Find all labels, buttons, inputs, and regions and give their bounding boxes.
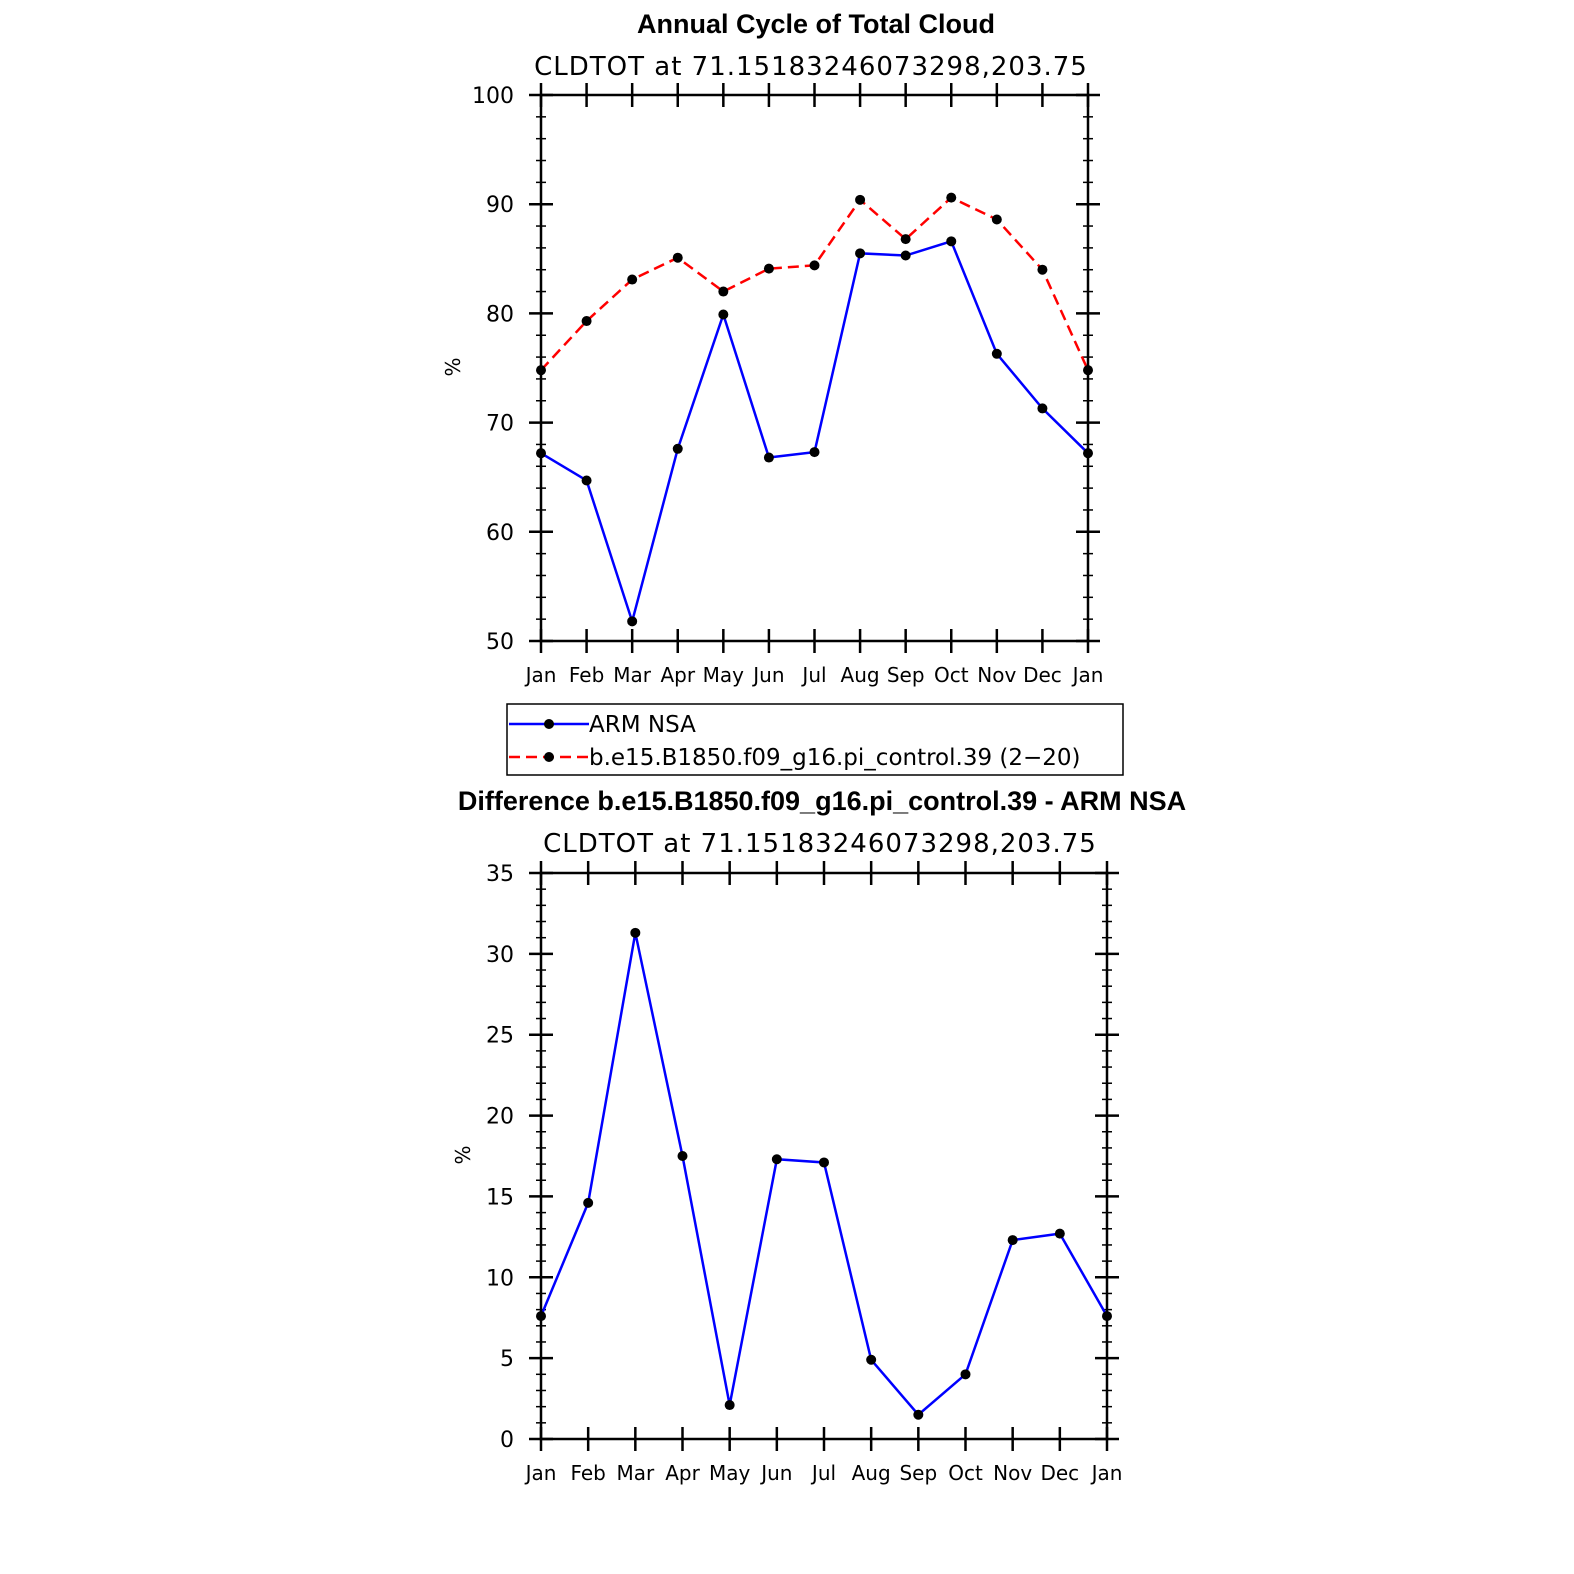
y-tick-label: 90 [486, 193, 514, 218]
data-point [672, 443, 683, 454]
data-point [581, 475, 592, 486]
x-tick-label: Nov [977, 663, 1016, 687]
legend-marker-arm-nsa [544, 719, 554, 729]
x-tick-label: Sep [899, 1461, 937, 1485]
chart1-title: Annual Cycle of Total Cloud [637, 9, 995, 39]
data-point [960, 1369, 971, 1380]
chart2-ylabel: % [451, 1145, 475, 1164]
x-tick-label: Jul [800, 663, 826, 687]
data-point [672, 252, 683, 263]
x-tick-label: Mar [616, 1461, 655, 1485]
chart-annual-cycle: Annual Cycle of Total Cloud CLDTOT at 71… [441, 9, 1103, 687]
data-point [718, 286, 729, 297]
y-tick-label: 70 [486, 412, 514, 437]
x-tick-label: Jun [751, 663, 784, 687]
data-point [763, 263, 774, 274]
x-tick-label: Feb [570, 1461, 605, 1485]
legend-entry-model: b.e15.B1850.f09_g16.pi_control.39 (2−20) [509, 745, 1081, 771]
chart2-plot-frame [539, 871, 1109, 1441]
y-tick-label: 35 [486, 862, 514, 887]
legend-label-model: b.e15.B1850.f09_g16.pi_control.39 (2−20) [589, 745, 1081, 771]
x-tick-label: Dec [1040, 1461, 1079, 1485]
data-point [630, 927, 641, 938]
y-tick-label: 30 [486, 943, 514, 968]
series-line-0 [539, 932, 1109, 1417]
x-tick-label: Apr [665, 1461, 700, 1485]
x-tick-label: Aug [852, 1461, 891, 1485]
data-point [771, 1154, 782, 1165]
y-tick-label: 0 [500, 1428, 514, 1453]
x-tick-label: May [709, 1461, 751, 1485]
y-tick-label: 80 [486, 302, 514, 327]
chart1-legend: ARM NSA b.e15.B1850.f09_g16.pi_control.3… [506, 703, 1124, 776]
data-point [627, 616, 638, 627]
data-point [677, 1151, 688, 1161]
x-tick-label: Nov [993, 1461, 1032, 1485]
data-point [809, 260, 820, 271]
data-point [991, 348, 1002, 359]
chart2-subtitle: CLDTOT at 71.15183246073298,203.75 [543, 829, 1097, 859]
data-point [991, 214, 1002, 225]
y-tick-label: 50 [486, 630, 514, 655]
data-point [819, 1157, 829, 1168]
y-tick-label: 20 [486, 1105, 514, 1130]
chart-difference: Difference b.e15.B1850.f09_g16.pi_contro… [451, 786, 1186, 1485]
data-point [946, 192, 957, 203]
y-tick-label: 15 [486, 1185, 514, 1210]
legend-marker-model [544, 752, 554, 762]
chart2-title: Difference b.e15.B1850.f09_g16.pi_contro… [458, 786, 1186, 816]
data-point [1037, 403, 1048, 414]
x-tick-label: Oct [934, 663, 969, 687]
legend-label-arm-nsa: ARM NSA [589, 712, 696, 738]
y-tick-label: 25 [486, 1024, 514, 1049]
data-point [913, 1409, 924, 1420]
y-tick-label: 5 [500, 1347, 514, 1372]
x-tick-label: Jan [524, 1461, 557, 1485]
data-point [627, 274, 638, 285]
x-tick-label: Jan [1071, 663, 1104, 687]
x-tick-label: Jun [759, 1461, 792, 1485]
x-tick-label: Sep [887, 663, 925, 687]
data-point [1037, 264, 1048, 275]
chart1-subtitle: CLDTOT at 71.15183246073298,203.75 [534, 52, 1088, 82]
x-tick-label: Jan [524, 663, 557, 687]
chart1-ylabel: % [441, 357, 465, 376]
x-tick-label: Jan [1090, 1461, 1123, 1485]
data-point [900, 234, 911, 245]
chart1-ticks: 50 60 70 80 90 100 Jan Feb Mar Apr May Jun Jul Aug Sep… [472, 83, 1103, 687]
x-tick-label: Feb [569, 663, 604, 687]
data-point [581, 316, 592, 327]
data-point [946, 236, 957, 247]
x-tick-label: May [703, 663, 745, 687]
data-point [583, 1197, 594, 1208]
x-tick-label: Apr [660, 663, 695, 687]
series-line-1 [540, 196, 1090, 372]
legend-box [506, 703, 1124, 776]
y-tick-label: 10 [486, 1266, 514, 1291]
chart1-plot-frame [539, 93, 1090, 643]
x-tick-label: Oct [948, 1461, 983, 1485]
y-tick-label: 100 [472, 84, 514, 109]
chart1-series [536, 192, 1093, 627]
x-tick-label: Aug [841, 663, 880, 687]
data-point [855, 194, 866, 205]
x-tick-label: Mar [613, 663, 652, 687]
data-point [1054, 1228, 1065, 1239]
data-point [855, 248, 866, 259]
data-point [866, 1354, 877, 1365]
y-tick-label: 60 [486, 521, 514, 546]
data-point [763, 452, 774, 463]
chart2-ticks: 0 5 10 15 20 25 30 35 Jan Feb Mar Apr May Jun Jul Aug Se… [486, 861, 1122, 1485]
legend-entry-arm-nsa: ARM NSA [509, 712, 696, 738]
data-point [718, 309, 729, 320]
data-point [900, 250, 911, 261]
x-tick-label: Jul [810, 1461, 836, 1485]
data-point [724, 1400, 735, 1411]
data-point [1007, 1235, 1018, 1246]
data-point [809, 447, 820, 458]
x-tick-label: Dec [1023, 663, 1062, 687]
series-line-0 [540, 239, 1089, 626]
chart2-series [536, 927, 1112, 1420]
